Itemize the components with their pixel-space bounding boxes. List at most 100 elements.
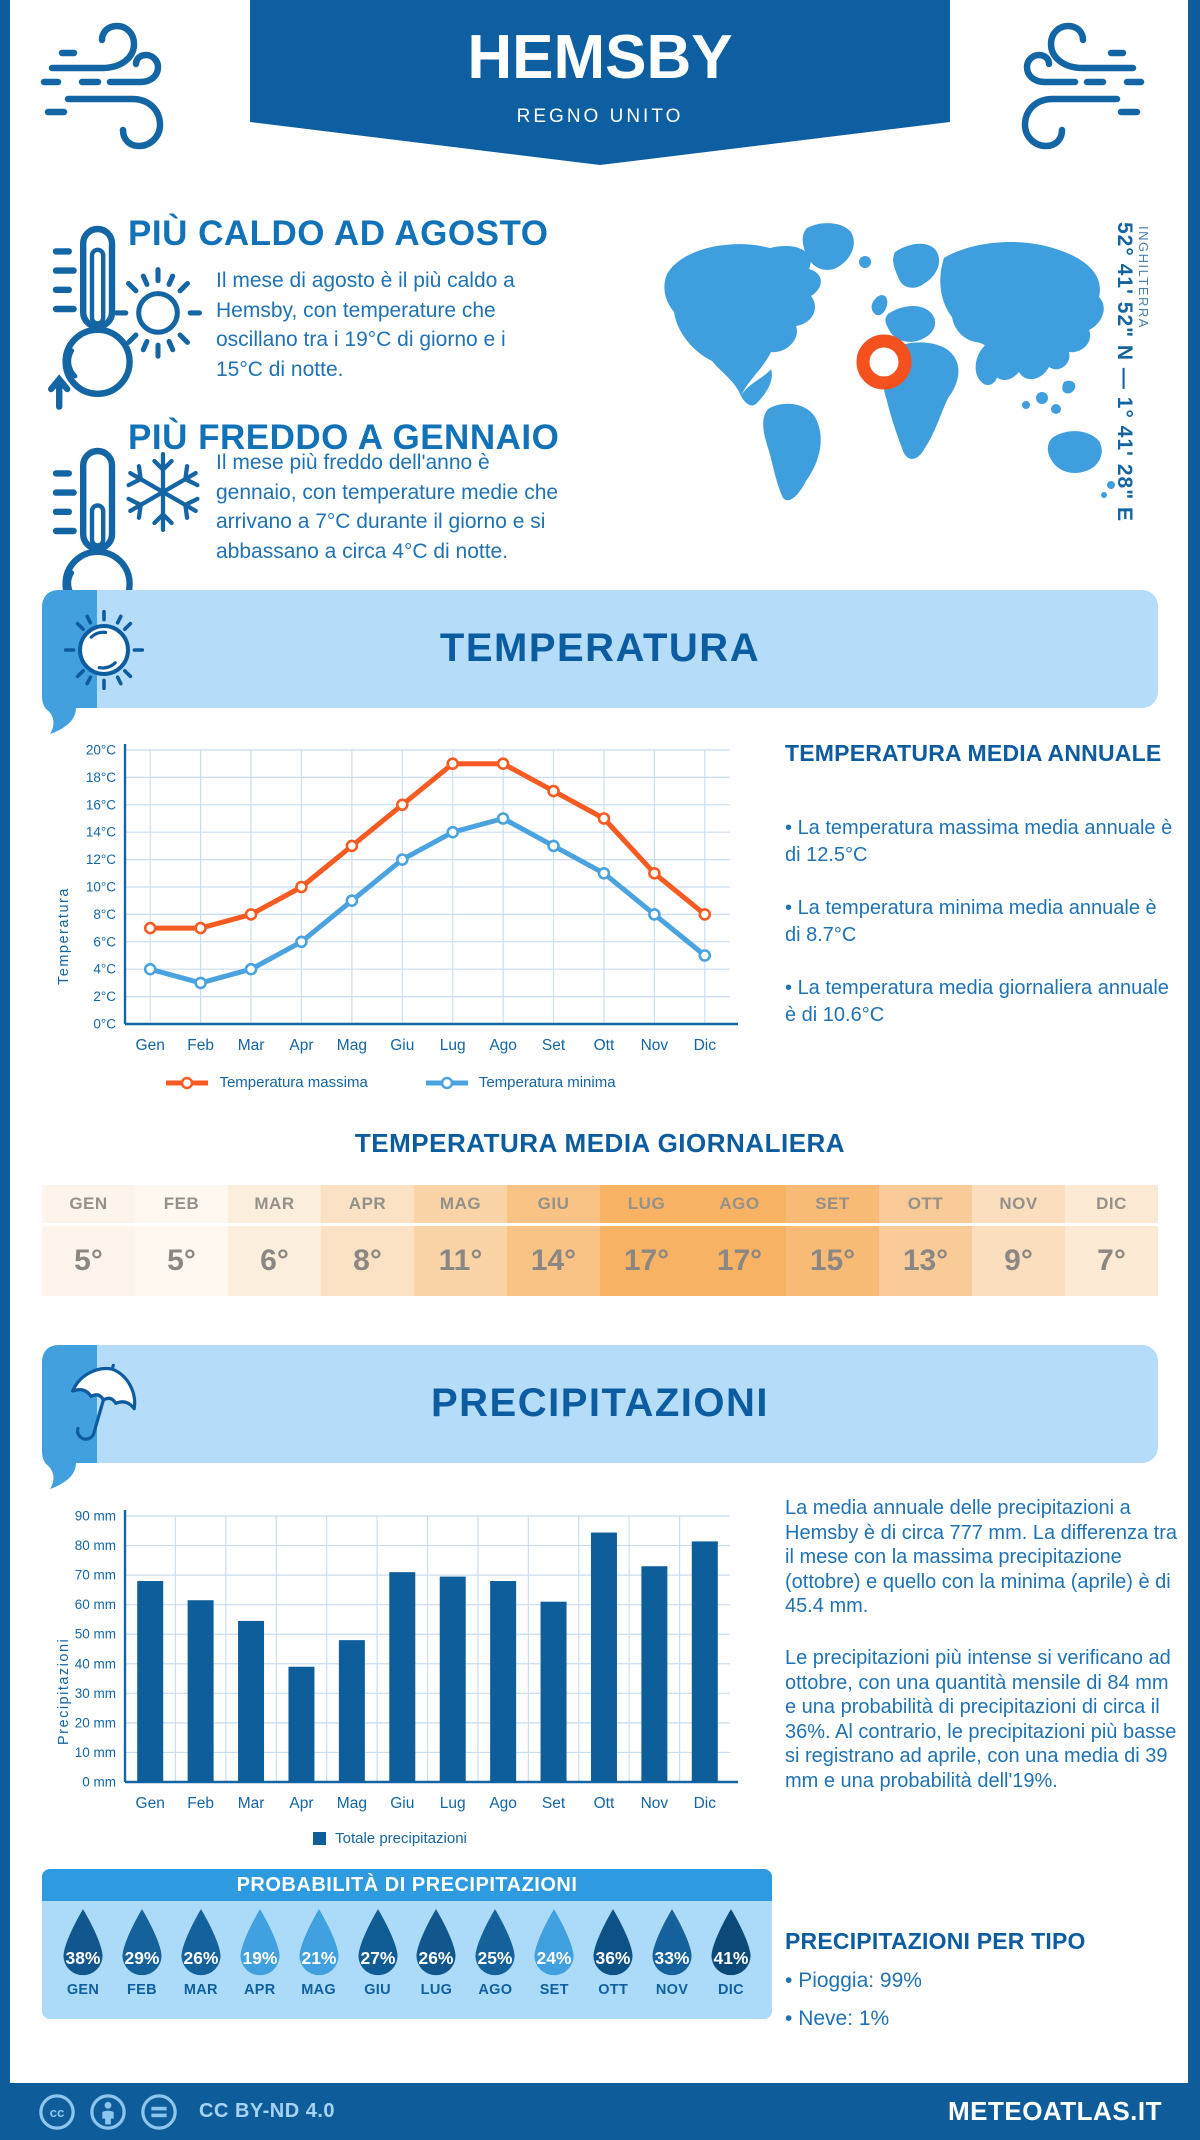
x-tick-label: Dic bbox=[694, 1795, 717, 1812]
temperature-section-title: TEMPERATURA bbox=[439, 626, 761, 670]
data-point bbox=[143, 962, 157, 976]
table-column-feb: FEB 5° bbox=[135, 1185, 228, 1296]
y-tick-label: 18°C bbox=[86, 770, 116, 785]
hot-month-title: PIÙ CALDO AD AGOSTO bbox=[128, 214, 549, 253]
table-temperature-value: 5° bbox=[74, 1244, 103, 1277]
cc-nd-icon bbox=[141, 2093, 177, 2130]
probability-drop-lug: 26% LUG bbox=[407, 1907, 465, 1998]
per-type-rain: Pioggia: 99% bbox=[785, 1969, 1175, 1993]
wind-icon bbox=[1021, 22, 1145, 150]
x-tick-label: Giu bbox=[390, 1037, 414, 1054]
probability-drop-mar: 26% MAR bbox=[172, 1907, 230, 1998]
precipitation-section-title: PRECIPITAZIONI bbox=[430, 1381, 770, 1425]
table-temperature-value: 9° bbox=[1004, 1244, 1033, 1277]
probability-drop-nov: 33% NOV bbox=[643, 1907, 701, 1998]
wind-icon bbox=[40, 22, 164, 150]
coordinates-label: 52° 41' 52" N — 1° 41' 28" E bbox=[1113, 222, 1136, 523]
table-column-set: SET 15° bbox=[786, 1185, 879, 1296]
water-drop-icon: 41% bbox=[711, 1909, 751, 1976]
y-tick-label: 10 mm bbox=[75, 1745, 116, 1760]
series-line-max bbox=[147, 761, 708, 931]
table-column-ott: OTT 13° bbox=[879, 1185, 972, 1296]
table-temperature-value: 17° bbox=[716, 1244, 763, 1277]
x-tick-label: Dic bbox=[694, 1037, 717, 1054]
y-tick-label: 60 mm bbox=[75, 1597, 116, 1612]
temperature-y-axis-label: Temperatura bbox=[56, 887, 72, 985]
table-column-mag: MAG 11° bbox=[414, 1185, 507, 1296]
table-column-mar: MAR 6° bbox=[228, 1185, 321, 1296]
data-point bbox=[244, 962, 258, 976]
probability-drop-giu: 27% GIU bbox=[349, 1907, 407, 1998]
water-drop-icon: 25% bbox=[475, 1909, 515, 1976]
annual-temperature-block: TEMPERATURA MEDIA ANNUALE La temperatura… bbox=[785, 740, 1173, 1029]
water-drop-icon: 26% bbox=[181, 1909, 221, 1976]
table-month-label: NOV bbox=[972, 1185, 1065, 1226]
table-temperature-value: 11° bbox=[438, 1244, 483, 1277]
y-tick-label: 70 mm bbox=[75, 1568, 116, 1583]
header-banner bbox=[250, 0, 950, 165]
y-tick-label: 20°C bbox=[86, 743, 116, 758]
license-label: CC BY-ND 4.0 bbox=[199, 2100, 336, 2122]
table-month-label: GIU bbox=[507, 1185, 600, 1226]
precipitation-paragraph-2: Le precipitazioni più intense si verific… bbox=[785, 1646, 1177, 1792]
drop-month-label: AGO bbox=[478, 1982, 513, 1998]
table-month-label: MAG bbox=[414, 1185, 507, 1226]
drop-month-label: LUG bbox=[420, 1982, 453, 1998]
probability-drop-mag: 21% MAG bbox=[290, 1907, 348, 1998]
drop-percentage: 38% bbox=[66, 1948, 101, 1968]
x-tick-label: Ago bbox=[489, 1795, 517, 1812]
temperature-legend: Temperatura massima Temperatura minima bbox=[40, 1074, 740, 1091]
hot-month-text: Il mese di agosto è il più caldo a Hemsb… bbox=[216, 269, 515, 381]
x-tick-label: Mag bbox=[337, 1795, 367, 1812]
y-tick-label: 20 mm bbox=[75, 1715, 116, 1730]
data-point bbox=[547, 839, 560, 853]
data-point bbox=[395, 853, 409, 866]
precipitation-legend: Totale precipitazioni bbox=[40, 1830, 740, 1847]
x-tick-label: Ott bbox=[594, 1037, 615, 1054]
x-tick-label: Ott bbox=[594, 1795, 615, 1812]
x-tick-label: Set bbox=[542, 1795, 566, 1812]
legend-item-min: Temperatura minima bbox=[424, 1074, 616, 1091]
water-drop-icon: 36% bbox=[593, 1909, 633, 1976]
bar-nov bbox=[641, 1566, 668, 1782]
probability-panel-title: PROBABILITÀ DI PRECIPITAZIONI bbox=[42, 1869, 772, 1901]
x-tick-label: Apr bbox=[289, 1795, 313, 1812]
table-temperature-value: 7° bbox=[1097, 1244, 1126, 1277]
table-column-gen: GEN 5° bbox=[42, 1185, 135, 1296]
probability-drop-apr: 19% APR bbox=[231, 1907, 289, 1998]
footer-bar: cc CC BY-ND 4.0 METEOATLAS.IT bbox=[0, 2083, 1200, 2140]
daily-temperature-table: GEN 5° FEB 5° MAR 6° APR 8° MAG 11° GIU 14° LUG 17° AG… bbox=[42, 1185, 1158, 1296]
legend-item-total: Totale precipitazioni bbox=[313, 1830, 467, 1847]
bar-giu bbox=[389, 1572, 416, 1782]
precipitation-bar-chart: 0 mm 10 mm 20 mm 30 mm 40 mm 50 mm 60 mm 70 mm 8… bbox=[75, 1509, 738, 1812]
drop-month-label: NOV bbox=[655, 1982, 689, 1998]
x-tick-label: Apr bbox=[289, 1037, 313, 1054]
data-point bbox=[143, 921, 157, 935]
data-point bbox=[194, 976, 207, 990]
data-point bbox=[295, 880, 308, 894]
data-point bbox=[698, 949, 712, 962]
data-point bbox=[648, 908, 661, 921]
thermometer-hot-icon bbox=[48, 225, 133, 410]
coordinates-block: 52° 41' 52" N — 1° 41' 28" E INGHILTERRA bbox=[1112, 222, 1151, 522]
x-tick-label: Lug bbox=[440, 1795, 466, 1812]
drop-percentage: 25% bbox=[478, 1948, 513, 1968]
snowflake-icon bbox=[126, 452, 200, 532]
table-temperature-value: 6° bbox=[260, 1244, 289, 1277]
drop-percentage: 26% bbox=[183, 1948, 218, 1968]
table-month-label: AGO bbox=[693, 1185, 786, 1226]
y-tick-label: 16°C bbox=[86, 797, 116, 812]
probability-drop-ott: 36% OTT bbox=[584, 1907, 642, 1998]
y-tick-label: 10°C bbox=[86, 880, 116, 895]
table-month-label: MAR bbox=[228, 1185, 321, 1226]
page-subtitle: REGNO UNITO bbox=[516, 106, 684, 127]
x-tick-label: Mar bbox=[238, 1795, 265, 1812]
annual-max-bullet: La temperatura massima media annuale è d… bbox=[785, 815, 1173, 869]
per-type-title: PRECIPITAZIONI PER TIPO bbox=[785, 1928, 1086, 1954]
drop-month-label: GIU bbox=[364, 1982, 391, 1998]
y-tick-label: 90 mm bbox=[75, 1509, 116, 1524]
cold-month-title: PIÙ FREDDO A GENNAIO bbox=[128, 418, 560, 457]
table-column-dic: DIC 7° bbox=[1065, 1185, 1158, 1296]
bar-lug bbox=[439, 1576, 466, 1782]
water-drop-icon: 29% bbox=[122, 1909, 162, 1976]
